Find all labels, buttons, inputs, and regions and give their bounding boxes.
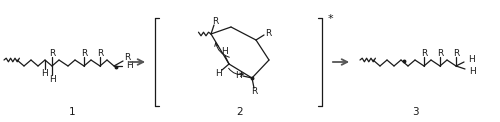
Text: R: R — [212, 16, 218, 25]
Text: R: R — [453, 49, 459, 57]
Text: H: H — [126, 61, 133, 71]
Text: H: H — [220, 47, 228, 56]
FancyArrowPatch shape — [214, 43, 230, 57]
FancyArrowPatch shape — [228, 68, 244, 76]
Text: H: H — [42, 69, 48, 78]
Text: R: R — [251, 87, 257, 97]
Text: R: R — [124, 54, 130, 62]
Text: R: R — [81, 49, 87, 57]
Text: 2: 2 — [236, 107, 244, 117]
Text: H: H — [469, 66, 476, 76]
Text: 3: 3 — [412, 107, 418, 117]
Text: H: H — [468, 56, 475, 65]
Text: 1: 1 — [68, 107, 75, 117]
Text: R: R — [265, 29, 271, 37]
Text: R: R — [437, 49, 443, 57]
Text: H: H — [216, 70, 222, 78]
Text: H: H — [48, 75, 56, 83]
Text: H: H — [236, 71, 242, 81]
Text: *: * — [327, 14, 333, 24]
Text: R: R — [421, 49, 427, 57]
Text: R: R — [97, 49, 103, 57]
Text: R: R — [49, 49, 55, 57]
